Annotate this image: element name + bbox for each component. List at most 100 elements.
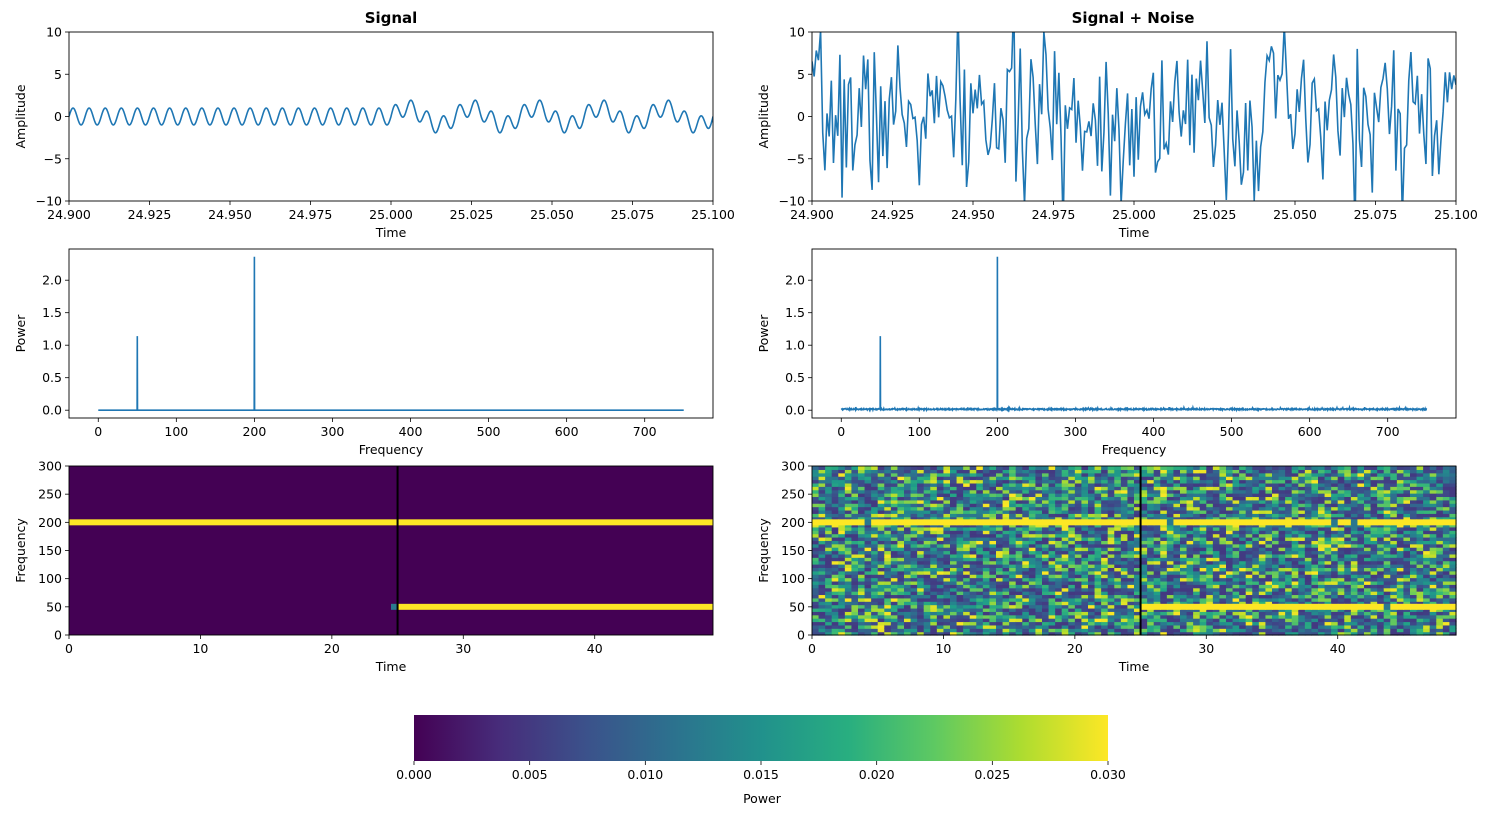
- heatmap-cell: [1074, 594, 1083, 599]
- heatmap-cell: [897, 607, 905, 612]
- heatmap-cell: [1134, 621, 1142, 626]
- heatmap-cell: [877, 506, 885, 511]
- heatmap-cell: [1423, 469, 1431, 474]
- heatmap-cell: [1357, 479, 1365, 484]
- spectrum-line: [98, 256, 684, 412]
- heatmap-cell: [917, 506, 925, 511]
- heatmap-cell: [1107, 621, 1115, 626]
- x-tick-label: 25.075: [611, 207, 655, 222]
- heatmap-cell: [1311, 543, 1319, 548]
- heatmap-cell: [1344, 530, 1352, 535]
- heatmap-cell: [1258, 540, 1267, 545]
- heatmap-cell: [838, 482, 846, 487]
- heatmap-cell: [982, 472, 991, 477]
- heatmap-cell: [976, 567, 984, 572]
- heatmap-cell: [1429, 618, 1437, 623]
- heatmap-cell: [1252, 516, 1260, 521]
- heatmap-cell: [1081, 601, 1089, 606]
- heatmap-cell: [989, 564, 997, 568]
- heatmap-cell: [1318, 597, 1326, 602]
- heatmap-cell: [812, 493, 820, 498]
- heatmap-cell: [1304, 543, 1313, 548]
- heatmap-cell: [989, 479, 997, 484]
- heatmap-cell: [825, 486, 833, 491]
- heatmap-cell: [1180, 533, 1188, 538]
- heatmap-cell: [884, 601, 892, 606]
- heatmap-cell: [963, 540, 971, 545]
- heatmap-cell: [1252, 621, 1260, 626]
- heatmap-cell: [1272, 513, 1280, 518]
- heatmap-cell: [1232, 509, 1240, 514]
- heatmap-cell: [1160, 553, 1168, 558]
- heatmap-cell: [1311, 489, 1319, 494]
- heatmap-cell: [1357, 530, 1365, 535]
- heatmap-cell: [831, 536, 839, 541]
- heatmap-cell: [1291, 621, 1299, 626]
- heatmap-cell: [884, 516, 892, 521]
- heatmap-cell: [1134, 597, 1142, 602]
- heatmap-cell: [1436, 516, 1444, 521]
- heatmap-cell: [1022, 476, 1030, 481]
- heatmap-cell: [1094, 536, 1102, 541]
- heatmap-cell: [1337, 486, 1345, 491]
- heatmap-cell: [1383, 624, 1391, 629]
- heatmap-cell: [996, 557, 1004, 562]
- heatmap-cell: [982, 587, 991, 592]
- heatmap-cell: [864, 489, 872, 494]
- heatmap-cell: [1107, 482, 1115, 487]
- heatmap-cell: [1364, 493, 1372, 498]
- heatmap-cell: [818, 513, 826, 518]
- heatmap-cell: [1180, 530, 1188, 535]
- heatmap-cell: [1134, 631, 1142, 636]
- heatmap-cell: [910, 509, 918, 514]
- heatmap-cell: [1403, 577, 1411, 582]
- heatmap-cell: [1311, 472, 1319, 477]
- heatmap-cell: [1094, 594, 1102, 599]
- heatmap-cell: [1311, 580, 1319, 585]
- heatmap-cell: [864, 631, 872, 636]
- heatmap-cell: [1226, 496, 1234, 501]
- heatmap-cell: [1436, 496, 1444, 501]
- heatmap-cell: [1107, 584, 1115, 589]
- heatmap-cell: [1094, 591, 1102, 596]
- heatmap-cell: [950, 614, 958, 619]
- heatmap-cell: [1304, 587, 1313, 592]
- heatmap-cell: [818, 604, 826, 609]
- heatmap-cell: [1311, 553, 1319, 558]
- heatmap-cell: [969, 533, 977, 538]
- heatmap-cell: [1245, 472, 1253, 477]
- heatmap-cell: [989, 604, 997, 609]
- heatmap-cell: [1107, 513, 1115, 518]
- heatmap-cell: [936, 557, 945, 562]
- heatmap-cell: [1403, 621, 1411, 626]
- heatmap-cell: [923, 530, 931, 535]
- heatmap-cell: [963, 570, 971, 575]
- heatmap-cell: [996, 543, 1004, 548]
- heatmap-cell: [1140, 536, 1148, 541]
- heatmap-cell: [1173, 533, 1181, 538]
- heatmap-cell: [1245, 607, 1253, 612]
- heatmap-cell: [1114, 591, 1122, 596]
- heatmap-cell: [1199, 506, 1207, 511]
- heatmap-cell: [1337, 618, 1345, 623]
- heatmap-cell: [1429, 493, 1437, 498]
- heatmap-cell: [1219, 597, 1227, 602]
- heatmap-cell: [1081, 530, 1089, 535]
- heatmap-cell: [982, 482, 991, 487]
- heatmap-cell: [1088, 618, 1096, 623]
- heatmap-cell: [917, 577, 925, 582]
- heatmap-cell: [1442, 601, 1451, 606]
- heatmap-cell: [1324, 526, 1332, 531]
- heatmap-cell: [1337, 621, 1345, 626]
- heatmap-cell: [1396, 482, 1405, 487]
- heatmap-cell: [1252, 607, 1260, 612]
- heatmap-cell: [1318, 466, 1326, 470]
- heatmap-cell: [858, 509, 866, 514]
- heatmap-cell: [1390, 553, 1398, 558]
- heatmap-cell: [1101, 503, 1109, 508]
- heatmap-cell: [1245, 621, 1253, 626]
- heatmap-cell: [1180, 513, 1188, 518]
- heatmap-cell: [1219, 601, 1227, 606]
- heatmap-cell: [1002, 574, 1010, 579]
- heatmap-cell: [904, 526, 912, 531]
